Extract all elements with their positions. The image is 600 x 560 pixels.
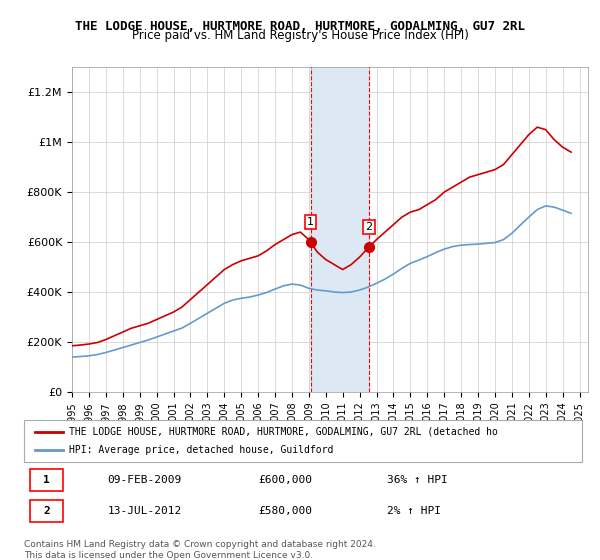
Text: Contains HM Land Registry data © Crown copyright and database right 2024.
This d: Contains HM Land Registry data © Crown c… (24, 540, 376, 560)
Text: 2% ↑ HPI: 2% ↑ HPI (387, 506, 440, 516)
Text: 2: 2 (365, 222, 373, 232)
Text: 1: 1 (307, 217, 314, 227)
Text: THE LODGE HOUSE, HURTMORE ROAD, HURTMORE, GODALMING, GU7 2RL: THE LODGE HOUSE, HURTMORE ROAD, HURTMORE… (75, 20, 525, 32)
Text: 1: 1 (43, 475, 50, 485)
Text: £600,000: £600,000 (259, 475, 313, 485)
Text: 2: 2 (43, 506, 50, 516)
Text: 36% ↑ HPI: 36% ↑ HPI (387, 475, 448, 485)
Text: HPI: Average price, detached house, Guildford: HPI: Average price, detached house, Guil… (68, 445, 333, 455)
FancyBboxPatch shape (24, 420, 582, 462)
Text: 13-JUL-2012: 13-JUL-2012 (108, 506, 182, 516)
Text: 09-FEB-2009: 09-FEB-2009 (108, 475, 182, 485)
Text: THE LODGE HOUSE, HURTMORE ROAD, HURTMORE, GODALMING, GU7 2RL (detached ho: THE LODGE HOUSE, HURTMORE ROAD, HURTMORE… (68, 427, 497, 437)
Bar (311, 67, 369, 392)
Text: £580,000: £580,000 (259, 506, 313, 516)
FancyBboxPatch shape (29, 500, 63, 522)
Text: Price paid vs. HM Land Registry's House Price Index (HPI): Price paid vs. HM Land Registry's House … (131, 29, 469, 42)
FancyBboxPatch shape (29, 469, 63, 491)
